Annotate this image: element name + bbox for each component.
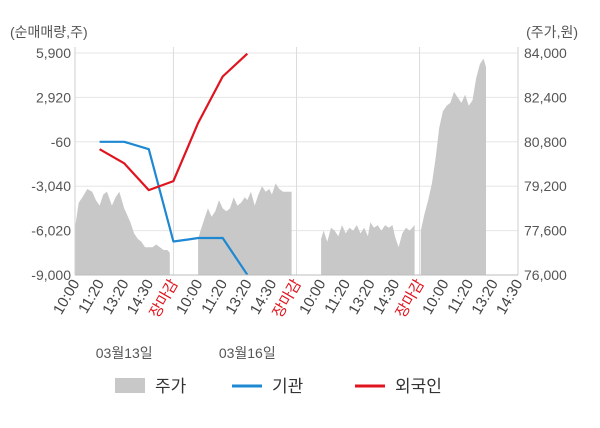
series-line-foreign: [99, 52, 249, 192]
day-label: 03월16일: [219, 345, 276, 361]
x-tick-label: 10:00: [296, 277, 329, 318]
x-tick-label: 10:00: [173, 277, 206, 318]
legend-swatch-price: [115, 378, 145, 393]
price-area-segment: [198, 183, 292, 275]
y-right-tick-label: 77,600: [524, 223, 567, 239]
axes: 5,900 2,920 -60 -3,040 -6,020 -9,000 84,000 82,…: [31, 45, 567, 283]
y-right-tick-label: 79,200: [524, 178, 567, 194]
y-left-tick-label: -6,020: [31, 223, 71, 239]
right-axis-unit: (주가,원): [526, 24, 578, 40]
y-right-tick-label: 82,400: [524, 89, 567, 105]
y-left-tick-label: -3,040: [31, 178, 71, 194]
net-trading-lines: [99, 52, 249, 276]
price-area-segment: [321, 222, 415, 275]
price-area-segment: [420, 58, 486, 275]
x-tick-label: 10:00: [419, 277, 452, 318]
y-left-tick-label: -9,000: [31, 267, 71, 283]
x-axis-ticks: 10:0011:2013:2014:30장마감10:0011:2013:2014…: [50, 276, 526, 321]
price-area-segment: [75, 189, 170, 275]
y-right-tick-label: 76,000: [524, 267, 567, 283]
x-tick-label: 14:30: [493, 277, 526, 318]
legend-label: 주가: [155, 377, 187, 396]
legend-label: 기관: [272, 377, 303, 396]
left-axis-unit: (순매매량,주): [10, 24, 88, 40]
legend-label: 외국인: [395, 377, 442, 396]
y-left-tick-label: -60: [51, 134, 71, 150]
legend: 주가 기관 외국인: [115, 377, 442, 396]
y-right-tick-label: 84,000: [524, 45, 567, 61]
series-line-institution: [99, 140, 249, 276]
price-area-series: [75, 58, 486, 275]
day-labels: 03월13일 03월16일: [96, 345, 276, 361]
y-left-tick-label: 2,920: [36, 89, 71, 105]
y-right-tick-label: 80,800: [524, 134, 567, 150]
day-label: 03월13일: [96, 345, 153, 361]
y-left-tick-label: 5,900: [36, 45, 71, 61]
